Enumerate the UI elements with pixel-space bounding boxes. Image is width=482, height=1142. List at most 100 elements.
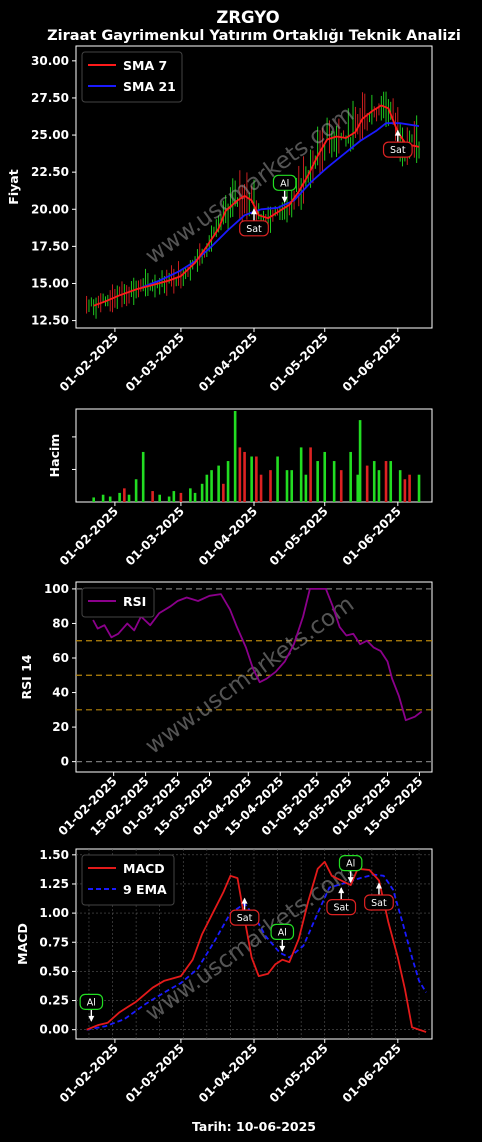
price-signal-box — [239, 220, 269, 237]
price-ytick-label: 27.50 — [31, 91, 69, 105]
price-legend-label: SMA 7 — [123, 58, 167, 73]
macd-line — [86, 860, 427, 1033]
volume-bar — [309, 447, 312, 502]
volume-bar — [189, 488, 192, 502]
macd-ytick-label: 1.00 — [39, 906, 69, 920]
macd-signal-box — [79, 993, 104, 1010]
rsi-legend-label: RSI — [123, 594, 146, 609]
price-ytick-label: 12.50 — [31, 314, 69, 328]
macd-signal-box — [364, 894, 394, 911]
volume-bar — [389, 461, 393, 502]
chart-subtitle: Ziraat Gayrimenkul Yatırım Ortaklığı Tek… — [47, 28, 461, 44]
macd-ytick-label: 0.50 — [39, 964, 69, 978]
volume-bar — [290, 470, 294, 502]
macd-signal-arrowhead — [88, 1015, 95, 1022]
price-signal-label: Al — [280, 178, 289, 189]
macd-legend-label: 9 EMA — [123, 882, 167, 897]
volume-bar — [408, 474, 411, 502]
rsi-legend-box — [81, 587, 155, 618]
volume-bar — [372, 461, 376, 502]
price-signal-arrowhead — [281, 196, 288, 203]
volume-bar — [250, 456, 253, 502]
volume-bar — [276, 456, 279, 502]
price-signal-arrowhead — [251, 208, 257, 215]
volume-bar — [365, 465, 369, 502]
price-ytick-label: 22.50 — [31, 165, 69, 179]
volume-bar — [193, 492, 197, 502]
macd-signal-label: Sat — [333, 903, 349, 914]
rsi-ytick-label: 80 — [52, 616, 69, 630]
price-signal-box — [382, 141, 413, 158]
macd-ytick-label: 0.25 — [39, 994, 69, 1008]
macd-ytick-label: 1.50 — [39, 848, 69, 862]
volume-bar — [222, 483, 225, 502]
volume-bar — [200, 483, 204, 502]
macd-signal-arrowhead — [241, 897, 248, 904]
rsi-ytick-label: 40 — [52, 686, 69, 700]
rsi-ytick-label: 60 — [52, 651, 69, 665]
macd-signal-box — [229, 909, 260, 926]
volume-bar — [92, 497, 95, 502]
macd-signal-arrowhead — [338, 887, 345, 894]
macd-signal-label: Sat — [371, 898, 387, 909]
macd-ylabel: MACD — [15, 923, 30, 965]
volume-bar — [243, 451, 246, 502]
macd-signal-box — [270, 923, 295, 941]
price-legend-label: SMA 21 — [123, 79, 176, 94]
volume-bar — [269, 470, 272, 502]
volume-bar — [285, 470, 289, 502]
volume-bar — [332, 461, 336, 502]
volume-bar — [358, 420, 362, 502]
volume-bar — [417, 474, 421, 502]
volume-bar — [323, 451, 327, 502]
price-ylabel: Fiyat — [6, 169, 21, 204]
volume-bar — [255, 456, 258, 502]
volume-bar — [179, 492, 183, 502]
volume-bar — [299, 447, 303, 502]
volume-bar — [217, 465, 220, 502]
volume-bar — [101, 494, 105, 502]
volume-bar — [356, 474, 360, 502]
volume-bar — [108, 496, 112, 502]
price-signal-box — [272, 174, 297, 191]
volume-bar — [233, 411, 237, 502]
volume-bar — [226, 461, 230, 502]
volume-bar — [259, 474, 263, 502]
volume-bar — [172, 491, 176, 502]
chart-title: ZRGYO — [216, 8, 279, 27]
volume-bar — [167, 496, 171, 502]
volume-bar — [398, 470, 402, 502]
macd-signal-box — [338, 855, 363, 872]
volume-bar — [158, 494, 161, 502]
sma7-line — [93, 104, 420, 307]
date-footer: Tarih: 10-06-2025 — [192, 1119, 316, 1134]
price-signal-label: Sat — [390, 145, 406, 156]
rsi-ytick-label: 0 — [61, 755, 69, 769]
volume-bar — [339, 470, 343, 502]
price-ytick-label: 25.00 — [31, 128, 69, 142]
price-ytick-label: 17.50 — [31, 239, 69, 253]
price-ytick-label: 30.00 — [31, 54, 69, 68]
macd-signal-box — [326, 899, 357, 916]
macd-legend-label: MACD — [123, 861, 165, 876]
volume-bar — [304, 474, 308, 502]
volume-bar — [349, 451, 352, 502]
macd-ytick-label: 1.25 — [39, 877, 69, 891]
rsi-ytick-label: 20 — [52, 720, 69, 734]
volume-bar — [118, 492, 121, 502]
rsi-ytick-label: 100 — [44, 582, 69, 596]
volume-bar — [205, 474, 209, 502]
volume-bar — [127, 494, 131, 502]
volume-bar — [403, 479, 407, 502]
volume-ylabel: Hacim — [47, 434, 62, 478]
rsi-ylabel: RSI 14 — [19, 654, 34, 699]
volume-bar — [384, 461, 388, 502]
volume-bar — [238, 447, 242, 502]
price-signal-arrowhead — [394, 129, 401, 136]
volume-bar — [151, 491, 154, 502]
macd-signal-arrowhead — [347, 877, 354, 884]
macd-ytick-label: 0.75 — [39, 935, 69, 949]
volume-bar — [123, 488, 126, 502]
volume-bar — [141, 451, 145, 502]
